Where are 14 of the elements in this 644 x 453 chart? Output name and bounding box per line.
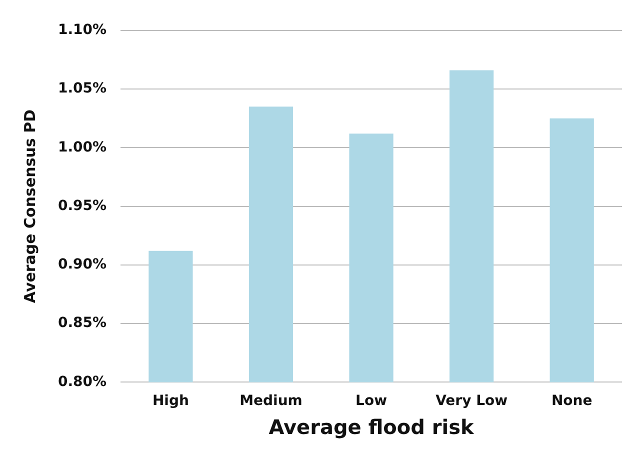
y-tick-label: 1.05% [58,80,107,97]
x-axis-title: Average flood risk [268,415,475,440]
x-tick-label: None [551,393,592,410]
y-tick-label: 0.90% [58,256,107,273]
x-tick-label: High [152,393,189,410]
y-tick-label: 1.10% [58,22,107,38]
x-tick-label: Medium [240,393,302,410]
y-tick-label: 0.85% [58,315,107,332]
y-tick-label: 0.80% [58,374,107,390]
x-tick-label: Low [356,393,388,410]
y-axis-title: Average Consensus PD [20,109,39,304]
y-tick-label: 1.00% [58,139,107,156]
y-tick-label: 0.95% [58,198,107,214]
x-tick-label: Very Low [436,393,508,410]
